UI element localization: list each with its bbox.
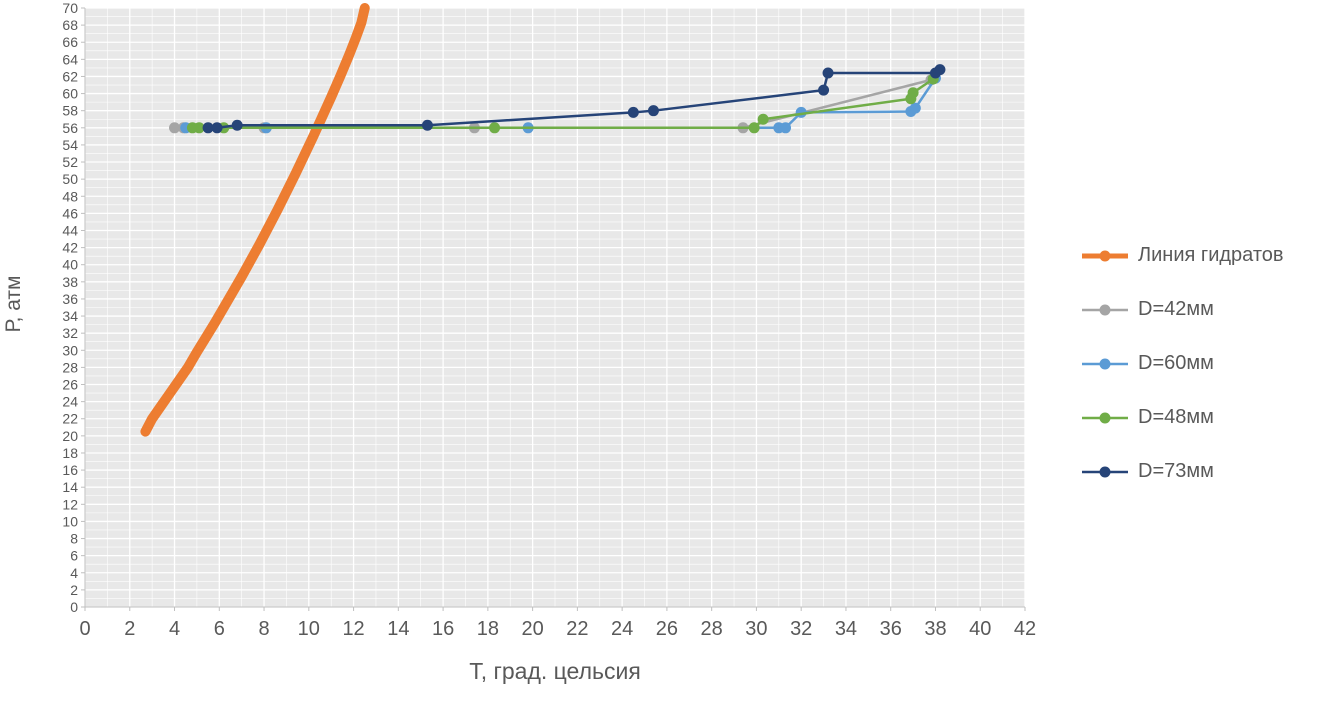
data-point	[202, 122, 214, 134]
x-axis-title: Т, град. цельсия	[469, 658, 641, 684]
x-tick-label: 18	[477, 618, 499, 640]
x-tick-label: 22	[566, 618, 588, 640]
legend-label: D=73мм	[1138, 460, 1214, 482]
y-tick-label: 10	[62, 513, 78, 529]
x-tick-label: 10	[298, 618, 320, 640]
data-point	[211, 122, 223, 134]
x-tick-label: 12	[342, 618, 364, 640]
y-tick-label: 68	[62, 17, 78, 33]
y-tick-label: 48	[62, 188, 78, 204]
y-tick-label: 14	[62, 479, 78, 495]
data-point	[748, 122, 760, 134]
legend: Линия гидратов D=42мм D=60мм D=48мм D=73мм	[1082, 244, 1284, 483]
x-tick-label: 40	[969, 618, 991, 640]
data-point	[421, 119, 433, 131]
y-tick-label: 20	[62, 428, 78, 444]
y-tick-label: 58	[62, 103, 78, 119]
x-tick-label: 0	[79, 618, 90, 640]
y-tick-label: 6	[70, 548, 78, 564]
y-tick-label: 36	[62, 291, 78, 307]
y-tick-label: 50	[62, 171, 78, 187]
y-tick-label: 28	[62, 359, 78, 375]
data-point	[909, 102, 921, 114]
y-tick-label: 2	[70, 582, 78, 598]
gridlines	[84, 7, 1026, 608]
y-tick-label: 34	[62, 308, 78, 324]
series-d73	[202, 64, 946, 134]
legend-item-d42: D=42мм	[1082, 298, 1284, 321]
y-tick-label: 32	[62, 325, 78, 341]
y-tick-label: 62	[62, 68, 78, 84]
y-tick-label: 22	[62, 411, 78, 427]
y-tick-label: 44	[62, 222, 78, 238]
x-tick-label: 28	[701, 618, 723, 640]
x-tick-label: 14	[387, 618, 409, 640]
y-tick-label: 12	[62, 496, 78, 512]
plot-svg: 0 2 4 6 8 10 12 14 16 18 20 22 24 26 28 30 32 34 36 38 40 420…	[62, 0, 1036, 640]
y-tick-label: 4	[70, 565, 78, 581]
data-point	[627, 106, 639, 118]
x-tick-label: 26	[656, 618, 678, 640]
data-point	[647, 105, 659, 117]
y-tick-label: 0	[70, 599, 78, 615]
data-point	[818, 84, 830, 96]
data-point	[907, 87, 919, 99]
data-point	[934, 64, 946, 76]
legend-label: D=48мм	[1138, 406, 1214, 428]
x-tick-label: 8	[258, 618, 269, 640]
x-tick-label: 32	[790, 618, 812, 640]
y-tick-label: 46	[62, 205, 78, 221]
y-tick-label: 56	[62, 120, 78, 136]
x-tick-label: 6	[214, 618, 225, 640]
y-tick-label: 16	[62, 462, 78, 478]
legend-item-d48: D=48мм	[1082, 406, 1284, 429]
legend-marker-icon	[1082, 412, 1128, 423]
x-tick-label: 24	[611, 618, 633, 640]
legend-label: Линия гидратов	[1138, 244, 1284, 266]
y-tick-label: 8	[70, 531, 78, 547]
x-tick-label: 30	[745, 618, 767, 640]
legend-marker-icon	[1082, 358, 1128, 369]
legend-item-d60: D=60мм	[1082, 352, 1284, 375]
legend-label: D=60мм	[1138, 352, 1214, 374]
y-tick-label: 26	[62, 377, 78, 393]
x-tick-label: 36	[880, 618, 902, 640]
y-tick-label: 42	[62, 240, 78, 256]
x-tick-label: 38	[924, 618, 946, 640]
y-tick-label: 60	[62, 86, 78, 102]
x-tick-label: 16	[432, 618, 454, 640]
legend-item-hydrate-line: Линия гидратов	[1082, 244, 1284, 267]
data-point	[757, 113, 769, 125]
y-tick-label: 52	[62, 154, 78, 170]
y-tick-label: 64	[62, 51, 78, 67]
legend-item-d73: D=73мм	[1082, 460, 1284, 483]
data-point	[193, 122, 205, 134]
x-tick-label: 42	[1014, 618, 1036, 640]
y-tick-label: 70	[62, 0, 78, 16]
legend-marker-icon	[1082, 304, 1128, 315]
x-tick-label: 2	[124, 618, 135, 640]
x-tick-label: 34	[835, 618, 857, 640]
data-point	[489, 122, 501, 134]
series-hydrate-line	[140, 3, 370, 437]
x-tick-label: 20	[521, 618, 543, 640]
axes: 0 2 4 6 8 10 12 14 16 18 20 22 24 26 28 30 32 34 36 38 40 420…	[62, 0, 1036, 640]
y-tick-label: 38	[62, 274, 78, 290]
data-point	[231, 119, 243, 131]
y-tick-label: 40	[62, 257, 78, 273]
y-tick-label: 24	[62, 394, 78, 410]
legend-label: D=42мм	[1138, 298, 1214, 320]
y-tick-label: 66	[62, 34, 78, 50]
legend-marker-icon	[1082, 250, 1128, 261]
y-axis-title: Р, атм	[2, 275, 25, 333]
legend-marker-icon	[1082, 466, 1128, 477]
y-tick-label: 54	[62, 137, 78, 153]
y-tick-label: 30	[62, 342, 78, 358]
data-point	[780, 122, 792, 134]
x-tick-label: 4	[169, 618, 180, 640]
data-point	[169, 122, 181, 134]
data-point	[822, 67, 834, 79]
y-tick-label: 18	[62, 445, 78, 461]
